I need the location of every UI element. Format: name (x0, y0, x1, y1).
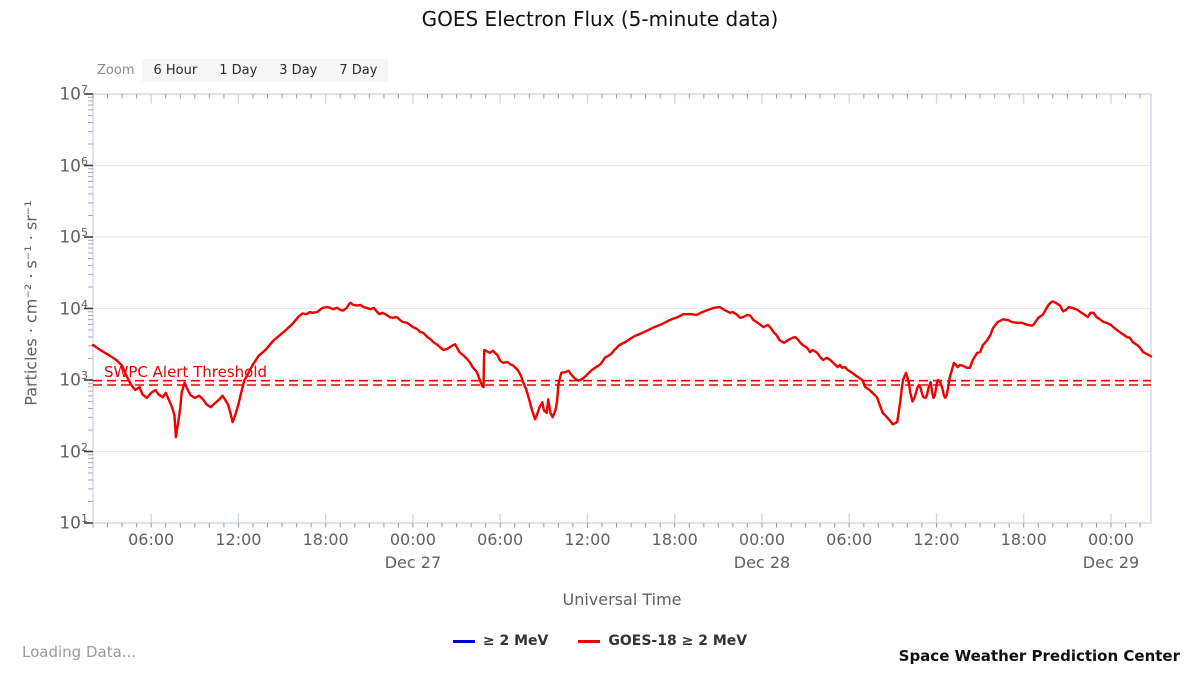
zoom-buttons-group: 6 Hour 1 Day 3 Day 7 Day (142, 59, 389, 82)
threshold-label: SWPC Alert Threshold (104, 363, 268, 381)
y-tick-label: 101 (59, 512, 88, 534)
x-tick-label: 18:00 (1000, 530, 1047, 549)
x-tick-label: 18:00 (651, 530, 698, 549)
zoom-controls: Zoom 6 Hour 1 Day 3 Day 7 Day (97, 59, 389, 82)
zoom-button-1-day[interactable]: 1 Day (208, 59, 269, 82)
legend-item-label: ≥ 2 MeV (482, 633, 549, 649)
x-tick-label: 00:00 (738, 530, 786, 549)
legend-line-swatch (452, 639, 475, 643)
x-tick-label: 06:00 (128, 530, 175, 549)
x-tick-label: 06:00 (477, 530, 524, 549)
zoom-label: Zoom (97, 63, 135, 78)
attribution: Space Weather Prediction Center (898, 647, 1180, 665)
y-tick-label: 102 (59, 440, 88, 463)
legend-line-swatch (578, 639, 601, 643)
x-tick-label: 00:00 (1087, 530, 1135, 549)
y-tick-label: 104 (59, 297, 88, 320)
zoom-button-3-day[interactable]: 3 Day (268, 59, 329, 82)
x-tick-label: 06:00 (826, 530, 873, 549)
y-tick-label: 103 (59, 369, 88, 391)
loading-status: Loading Data... (22, 643, 137, 661)
chart-title: GOES Electron Flux (5-minute data) (421, 7, 779, 31)
legend-item[interactable]: ≥ 2 MeV (452, 633, 549, 649)
x-tick-label: 12:00 (215, 530, 262, 549)
x-tick-label: 18:00 (302, 530, 349, 549)
legend: ≥ 2 MeV GOES-18 ≥ 2 MeV (0, 633, 1200, 649)
x-tick-label: 12:00 (913, 530, 960, 549)
x-tick-label: 00:00 (389, 530, 436, 549)
x-date-label: Dec 28 (733, 553, 791, 572)
x-date-label: Dec 29 (1082, 553, 1140, 572)
y-tick-label: 106 (59, 154, 88, 177)
x-date-label: Dec 27 (384, 553, 442, 572)
legend-item[interactable]: GOES-18 ≥ 2 MeV (578, 633, 747, 649)
x-axis-title: Universal Time (562, 590, 682, 609)
zoom-button-6-hour[interactable]: 6 Hour (142, 59, 209, 82)
legend-item-label: GOES-18 ≥ 2 MeV (608, 633, 748, 649)
y-axis-title: Particles · cm⁻² · s⁻¹ · sr⁻¹ (21, 200, 41, 406)
y-tick-label: 105 (59, 226, 88, 248)
goes18-flux-line[interactable] (91, 300, 1153, 439)
y-tick-label: 107 (59, 83, 88, 105)
zoom-button-7-day[interactable]: 7 Day (328, 59, 389, 82)
x-tick-label: 12:00 (564, 530, 611, 549)
